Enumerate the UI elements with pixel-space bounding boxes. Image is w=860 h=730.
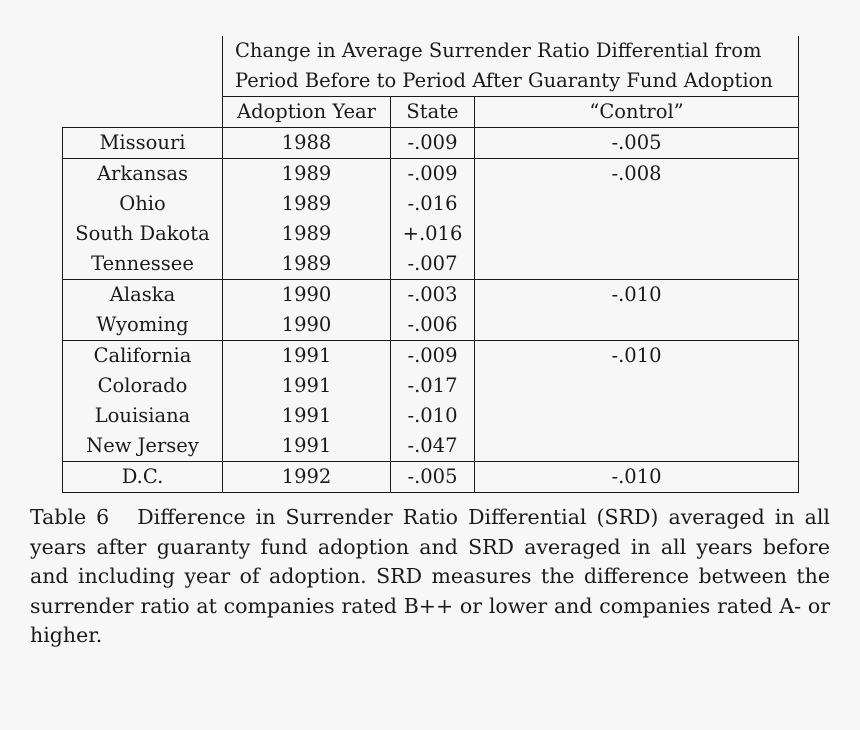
state-name-cell: D.C. bbox=[62, 461, 223, 493]
state-name-cell: Colorado bbox=[62, 371, 223, 401]
adoption-year-cell: 1988 bbox=[222, 127, 391, 159]
state-name-cell: Arkansas bbox=[62, 158, 223, 189]
table-row: D.C. 1992 -.005 -.010 bbox=[62, 461, 800, 493]
state-name-cell: Louisiana bbox=[62, 401, 223, 431]
table-container: Change in Average Surrender Ratio Differ… bbox=[62, 36, 800, 493]
adoption-year-cell: 1990 bbox=[222, 310, 391, 341]
state-name-cell: New Jersey bbox=[62, 431, 223, 462]
state-name-cell: Wyoming bbox=[62, 310, 223, 341]
control-value-cell: -.010 bbox=[474, 279, 800, 310]
state-value-cell: -.003 bbox=[390, 279, 475, 310]
header-blank-cell bbox=[62, 36, 223, 66]
header-columns-row: Adoption Year State “Control” bbox=[62, 96, 800, 128]
caption-label: Table 6 bbox=[30, 505, 110, 529]
control-value-cell bbox=[474, 431, 800, 462]
adoption-year-cell: 1989 bbox=[222, 219, 391, 249]
control-value-cell: -.010 bbox=[474, 340, 800, 371]
adoption-year-cell: 1991 bbox=[222, 431, 391, 462]
state-name-cell: Ohio bbox=[62, 189, 223, 219]
control-value-cell bbox=[474, 371, 800, 401]
state-value-cell: -.047 bbox=[390, 431, 475, 462]
adoption-year-cell: 1991 bbox=[222, 401, 391, 431]
state-name-cell: Missouri bbox=[62, 127, 223, 159]
state-value-cell: -.007 bbox=[390, 249, 475, 280]
table-row: New Jersey 1991 -.047 bbox=[62, 431, 800, 462]
table-row: Missouri 1988 -.009 -.005 bbox=[62, 127, 800, 159]
column-header-state: State bbox=[390, 96, 475, 128]
state-value-cell: +.016 bbox=[390, 219, 475, 249]
control-value-cell bbox=[474, 189, 800, 219]
control-value-cell bbox=[474, 401, 800, 431]
state-name-cell: Tennessee bbox=[62, 249, 223, 280]
table-row: Alaska 1990 -.003 -.010 bbox=[62, 279, 800, 310]
adoption-year-cell: 1992 bbox=[222, 461, 391, 493]
control-value-cell: -.005 bbox=[474, 127, 800, 159]
header-title-row-1: Change in Average Surrender Ratio Differ… bbox=[62, 36, 800, 66]
table-caption: Table 6 Difference in Surrender Ratio Dif… bbox=[30, 503, 830, 651]
adoption-year-cell: 1990 bbox=[222, 279, 391, 310]
header-blank-cell bbox=[62, 96, 223, 128]
control-value-cell: -.008 bbox=[474, 158, 800, 189]
state-value-cell: -.009 bbox=[390, 158, 475, 189]
control-value-cell bbox=[474, 219, 800, 249]
data-table: Change in Average Surrender Ratio Differ… bbox=[62, 36, 800, 493]
header-title-line-1: Change in Average Surrender Ratio Differ… bbox=[222, 36, 800, 66]
state-value-cell: -.009 bbox=[390, 340, 475, 371]
state-value-cell: -.017 bbox=[390, 371, 475, 401]
caption-text: Difference in Surrender Ratio Differenti… bbox=[30, 505, 830, 647]
state-value-cell: -.005 bbox=[390, 461, 475, 493]
adoption-year-cell: 1991 bbox=[222, 371, 391, 401]
state-value-cell: -.016 bbox=[390, 189, 475, 219]
adoption-year-cell: 1991 bbox=[222, 340, 391, 371]
state-value-cell: -.006 bbox=[390, 310, 475, 341]
adoption-year-cell: 1989 bbox=[222, 189, 391, 219]
header-blank-cell bbox=[62, 66, 223, 97]
control-value-cell bbox=[474, 310, 800, 341]
state-name-cell: California bbox=[62, 340, 223, 371]
table-row: California 1991 -.009 -.010 bbox=[62, 340, 800, 371]
table-row: Louisiana 1991 -.010 bbox=[62, 401, 800, 431]
adoption-year-cell: 1989 bbox=[222, 158, 391, 189]
state-value-cell: -.009 bbox=[390, 127, 475, 159]
table-row: Colorado 1991 -.017 bbox=[62, 371, 800, 401]
column-header-control: “Control” bbox=[474, 96, 800, 128]
column-header-adoption-year: Adoption Year bbox=[222, 96, 391, 128]
control-value-cell bbox=[474, 249, 800, 280]
header-title-row-2: Period Before to Period After Guaranty F… bbox=[62, 66, 800, 97]
adoption-year-cell: 1989 bbox=[222, 249, 391, 280]
table-row: Tennessee 1989 -.007 bbox=[62, 249, 800, 280]
header-title-line-2: Period Before to Period After Guaranty F… bbox=[222, 66, 800, 97]
table-row: Arkansas 1989 -.009 -.008 bbox=[62, 158, 800, 189]
control-value-cell: -.010 bbox=[474, 461, 800, 493]
table-row: Wyoming 1990 -.006 bbox=[62, 310, 800, 341]
table-row: South Dakota 1989 +.016 bbox=[62, 219, 800, 249]
table-row: Ohio 1989 -.016 bbox=[62, 189, 800, 219]
state-value-cell: -.010 bbox=[390, 401, 475, 431]
state-name-cell: Alaska bbox=[62, 279, 223, 310]
state-name-cell: South Dakota bbox=[62, 219, 223, 249]
